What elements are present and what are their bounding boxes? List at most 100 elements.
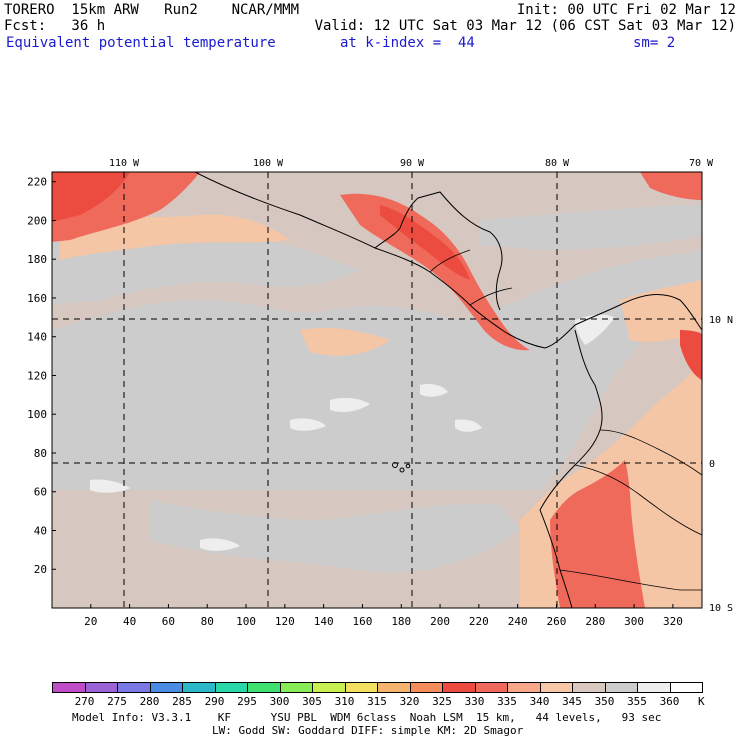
- x-tick-label: 120: [275, 615, 295, 628]
- field-red-region: [380, 205, 470, 280]
- colorbar-label: 275: [107, 695, 127, 708]
- y-tick-label: 20: [34, 563, 47, 576]
- model-title: TORERO 15km ARW Run2 NCAR/MMM: [4, 2, 300, 18]
- model-info: Model Info: V3.3.1 KF YSU PBL WDM 6class…: [72, 711, 662, 724]
- y-tick-label: 120: [27, 369, 47, 382]
- colorbar-swatch: [344, 682, 378, 693]
- colorbar-swatch: [539, 682, 573, 693]
- x-tick-label: 160: [353, 615, 373, 628]
- colorbar-label: 285: [172, 695, 192, 708]
- x-tick-label: 320: [663, 615, 683, 628]
- y-tick-label: 140: [27, 331, 47, 344]
- colorbar-label: 300: [269, 695, 290, 708]
- field-red-region: [680, 330, 702, 380]
- colorbar-label: 325: [432, 695, 452, 708]
- colorbar-label: 295: [237, 695, 257, 708]
- coastline-mexico: [194, 172, 401, 249]
- galapagos-island: [399, 467, 405, 473]
- colorbar-label: 360: [659, 695, 680, 708]
- lon-label: 110 W: [109, 158, 140, 169]
- colorbar-swatch: [409, 682, 443, 693]
- lon-label: 80 W: [545, 158, 570, 169]
- colorbar-label: 315: [367, 695, 387, 708]
- colorbar-swatch: [604, 682, 638, 693]
- colorbar-label: 310: [334, 695, 355, 708]
- field-white-region: [290, 418, 326, 431]
- x-tick-label: 240: [508, 615, 528, 628]
- colorbar-label: 305: [302, 695, 322, 708]
- colorbar-swatch: [377, 682, 411, 693]
- colorbar-swatch: [52, 682, 86, 693]
- y-tick-labels: 220 200 180 160 140 120 100 80 60 40 20: [27, 176, 47, 577]
- x-tick-label: 220: [469, 615, 489, 628]
- country-border: [429, 249, 513, 306]
- colorbar-swatch: [312, 682, 346, 693]
- map-frame: [51, 171, 703, 609]
- x-tick-label: 20: [84, 615, 97, 628]
- y-tick-label: 80: [34, 447, 47, 460]
- lon-label: 90 W: [400, 158, 425, 169]
- field-white-region: [330, 397, 370, 412]
- colorbar-label: 290: [204, 695, 225, 708]
- field-white-region: [455, 419, 482, 432]
- field-gray-region: [52, 239, 360, 305]
- forecast-hour: Fcst: 36 h: [4, 18, 106, 34]
- colorbar-swatch: [182, 682, 216, 693]
- colorbar-swatch: [669, 682, 703, 693]
- level-label: at k-index = 44: [340, 35, 475, 51]
- field-red-region: [340, 193, 530, 351]
- field-white-region: [420, 383, 448, 397]
- lon-label: 100 W: [253, 158, 284, 169]
- x-tick-label: 140: [314, 615, 334, 628]
- field-red-region: [550, 460, 645, 608]
- colorbar-swatch: [572, 682, 606, 693]
- lat-label: 10 S: [709, 603, 733, 614]
- colorbar-swatch: [279, 682, 313, 693]
- field-red-region: [640, 172, 702, 200]
- colorbar-label: 330: [464, 695, 485, 708]
- y-tick-label: 100: [27, 408, 47, 421]
- smoothing-label: sm= 2: [633, 35, 676, 51]
- colorbar-label: 355: [627, 695, 647, 708]
- init-time: Init: 00 UTC Fri 02 Mar 12: [516, 2, 736, 18]
- coastline-caribbean: [399, 191, 503, 311]
- x-tick-label: 280: [585, 615, 605, 628]
- x-tick-label: 300: [624, 615, 644, 628]
- country-border: [559, 429, 702, 591]
- field-white-region: [90, 479, 130, 493]
- y-tick-label: 200: [27, 214, 47, 227]
- x-tick-label: 180: [391, 615, 411, 628]
- colorbar-unit: K: [698, 695, 705, 708]
- physics-info: LW: Godd SW: Goddard DIFF: simple KM: 2D…: [212, 724, 524, 737]
- colorbar-label: 340: [529, 695, 550, 708]
- y-tick-label: 60: [34, 486, 47, 499]
- field-tan-region: [300, 328, 390, 356]
- x-tick-labels: 20 40 60 80 100 120 140 160 180 200 220 240 260 280 30…: [84, 615, 683, 628]
- x-tick-label: 200: [430, 615, 450, 628]
- colorbar-swatch: [214, 682, 248, 693]
- colorbar-label: 270: [74, 695, 95, 708]
- y-tick-label: 40: [34, 524, 47, 537]
- field-red-region: [52, 172, 130, 222]
- y-tick-label: 160: [27, 292, 47, 305]
- colorbar-label: 280: [139, 695, 160, 708]
- colorbar-swatch: [117, 682, 151, 693]
- y-tick-label: 220: [27, 176, 47, 189]
- valid-time: Valid: 12 UTC Sat 03 Mar 12 (06 CST Sat …: [314, 18, 736, 34]
- field-name: Equivalent potential temperature: [6, 35, 276, 51]
- lat-label: 0: [709, 459, 715, 470]
- colorbar-swatch: [507, 682, 541, 693]
- colorbar-swatch: [637, 682, 671, 693]
- colorbar-swatch: [474, 682, 508, 693]
- x-tick-label: 60: [162, 615, 175, 628]
- y-tick-label: 180: [27, 253, 47, 266]
- x-tick-label: 40: [123, 615, 136, 628]
- galapagos-island: [405, 463, 411, 469]
- colorbar-swatch: [149, 682, 183, 693]
- field-white-region: [575, 314, 615, 345]
- x-tick-label: 100: [236, 615, 256, 628]
- colorbar-swatch: [247, 682, 281, 693]
- field-gray-region: [480, 205, 702, 250]
- colorbar-swatch: [84, 682, 118, 693]
